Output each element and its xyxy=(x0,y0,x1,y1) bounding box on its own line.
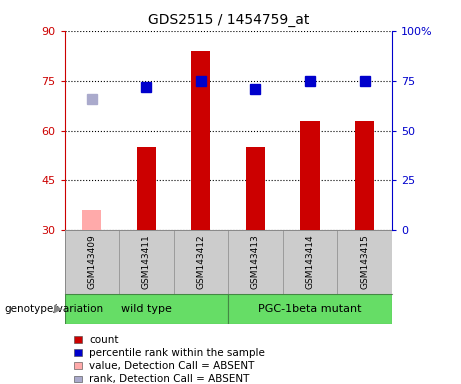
Text: rank, Detection Call = ABSENT: rank, Detection Call = ABSENT xyxy=(89,374,249,384)
Bar xyxy=(191,51,211,230)
Text: count: count xyxy=(89,335,118,345)
Text: genotype/variation: genotype/variation xyxy=(5,304,104,314)
Bar xyxy=(301,121,319,230)
Bar xyxy=(246,147,265,230)
Text: wild type: wild type xyxy=(121,304,172,314)
Text: GSM143412: GSM143412 xyxy=(196,235,206,290)
Text: percentile rank within the sample: percentile rank within the sample xyxy=(89,348,265,358)
Text: GSM143411: GSM143411 xyxy=(142,235,151,290)
Text: PGC-1beta mutant: PGC-1beta mutant xyxy=(258,304,362,314)
Text: GSM143409: GSM143409 xyxy=(87,235,96,290)
Bar xyxy=(65,294,228,324)
Bar xyxy=(228,294,392,324)
Bar xyxy=(82,210,101,230)
Text: ▶: ▶ xyxy=(54,304,62,314)
Text: GSM143414: GSM143414 xyxy=(306,235,314,290)
Text: value, Detection Call = ABSENT: value, Detection Call = ABSENT xyxy=(89,361,254,371)
Text: GSM143413: GSM143413 xyxy=(251,235,260,290)
Bar xyxy=(137,147,156,230)
Bar xyxy=(355,121,374,230)
Title: GDS2515 / 1454759_at: GDS2515 / 1454759_at xyxy=(148,13,309,27)
Text: GSM143415: GSM143415 xyxy=(360,235,369,290)
